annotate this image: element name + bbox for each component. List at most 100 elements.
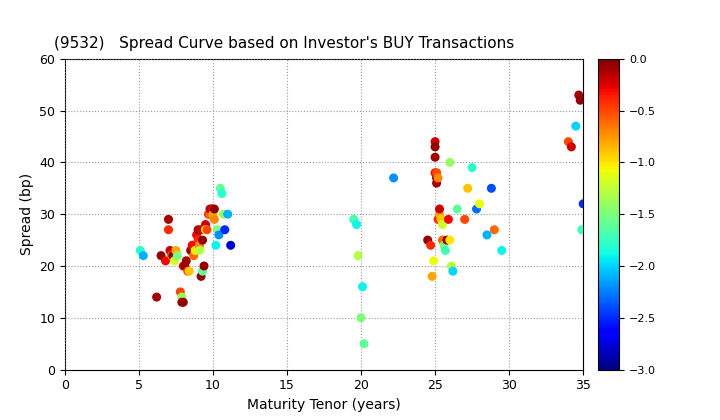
Point xyxy=(176,299,188,306)
Point xyxy=(355,315,366,321)
Point xyxy=(174,289,186,295)
Point xyxy=(171,252,183,259)
Point xyxy=(351,221,362,228)
Point xyxy=(225,242,236,249)
Point xyxy=(444,159,456,166)
Point xyxy=(577,200,589,207)
Point xyxy=(576,226,588,233)
Point xyxy=(184,268,195,275)
Point xyxy=(217,211,229,218)
Point xyxy=(425,242,436,249)
Point xyxy=(573,92,585,98)
Point xyxy=(429,154,441,160)
X-axis label: Maturity Tenor (years): Maturity Tenor (years) xyxy=(247,398,401,412)
Point xyxy=(209,216,220,223)
Point xyxy=(201,226,212,233)
Point xyxy=(426,273,438,280)
Point xyxy=(192,237,204,244)
Point xyxy=(431,169,442,176)
Point xyxy=(422,237,433,244)
Point xyxy=(213,231,225,238)
Point xyxy=(204,206,216,213)
Point xyxy=(204,211,216,218)
Point xyxy=(216,190,228,197)
Point xyxy=(199,226,211,233)
Point xyxy=(451,206,463,213)
Point xyxy=(168,257,180,264)
Text: (9532)   Spread Curve based on Investor's BUY Transactions: (9532) Spread Curve based on Investor's … xyxy=(55,36,515,51)
Point xyxy=(443,216,454,223)
Point xyxy=(462,185,474,192)
Point xyxy=(570,123,582,129)
Point xyxy=(192,226,204,233)
Point xyxy=(194,242,205,249)
Point xyxy=(222,211,233,218)
Point xyxy=(446,262,457,269)
Point xyxy=(197,237,208,244)
Point xyxy=(429,138,441,145)
Point xyxy=(438,242,450,249)
Point xyxy=(198,262,210,269)
Point xyxy=(206,206,217,213)
Point xyxy=(429,169,441,176)
Point xyxy=(433,206,445,213)
Point xyxy=(431,180,442,186)
Point xyxy=(194,247,205,254)
Point xyxy=(191,231,202,238)
Point xyxy=(437,237,449,244)
Point xyxy=(474,200,485,207)
Point xyxy=(219,226,230,233)
Point xyxy=(176,294,188,300)
Point xyxy=(562,138,574,145)
Point xyxy=(189,247,201,254)
Point xyxy=(163,216,174,223)
Point xyxy=(471,206,482,213)
Point xyxy=(164,247,176,254)
Point xyxy=(496,247,508,254)
Point xyxy=(185,247,197,254)
Point xyxy=(195,226,207,233)
Point xyxy=(575,97,586,104)
Point xyxy=(433,211,445,218)
Point xyxy=(432,216,444,223)
Point xyxy=(182,268,194,275)
Point xyxy=(203,211,215,218)
Point xyxy=(163,226,174,233)
Point xyxy=(195,273,207,280)
Point xyxy=(166,252,177,259)
Point xyxy=(151,294,163,300)
Point xyxy=(447,268,459,275)
Point xyxy=(188,252,199,259)
Point xyxy=(178,262,189,269)
Point xyxy=(170,247,181,254)
Point xyxy=(352,252,364,259)
Point xyxy=(485,185,497,192)
Point xyxy=(566,144,577,150)
Y-axis label: Spread (bp): Spread (bp) xyxy=(19,173,34,255)
Point xyxy=(197,268,208,275)
Point xyxy=(429,144,441,150)
Point xyxy=(388,175,400,181)
Point xyxy=(441,237,453,244)
Point xyxy=(489,226,500,233)
Point xyxy=(178,299,189,306)
Point xyxy=(207,211,219,218)
Point xyxy=(207,206,219,213)
Point xyxy=(348,216,359,223)
Point xyxy=(215,185,226,192)
Point xyxy=(431,175,442,181)
Point xyxy=(440,247,451,254)
Point xyxy=(444,237,456,244)
Point xyxy=(359,340,370,347)
Point xyxy=(209,206,220,213)
Point xyxy=(459,216,470,223)
Point xyxy=(199,221,211,228)
Point xyxy=(428,257,439,264)
Point xyxy=(156,252,167,259)
Point xyxy=(467,164,478,171)
Point xyxy=(210,242,222,249)
Point xyxy=(135,247,146,254)
Point xyxy=(437,221,449,228)
Point xyxy=(181,257,192,264)
Point xyxy=(167,252,179,259)
